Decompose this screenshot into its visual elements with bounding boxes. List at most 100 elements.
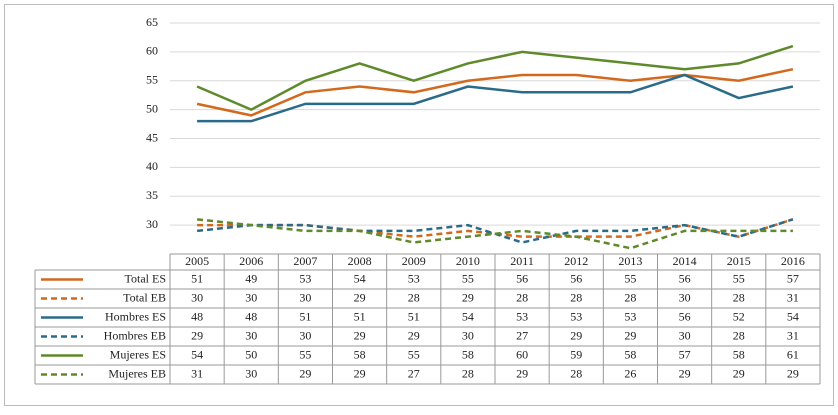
table-value: 30 bbox=[191, 290, 203, 304]
table-value: 29 bbox=[354, 328, 366, 342]
table-value: 58 bbox=[354, 347, 366, 361]
frame bbox=[4, 4, 834, 406]
table-value: 59 bbox=[570, 347, 582, 361]
x-tick-label: 2008 bbox=[348, 254, 372, 268]
x-tick-label: 2012 bbox=[564, 254, 588, 268]
x-tick-label: 2016 bbox=[781, 254, 805, 268]
y-tick-label: 35 bbox=[146, 188, 158, 202]
series-line bbox=[197, 73, 794, 123]
table-value: 31 bbox=[787, 290, 799, 304]
y-tick-label: 45 bbox=[146, 130, 158, 144]
table-value: 57 bbox=[679, 347, 691, 361]
table-value: 60 bbox=[516, 347, 528, 361]
table-value: 56 bbox=[679, 309, 691, 323]
legend-label: Hombres EB bbox=[104, 328, 166, 342]
table-value: 28 bbox=[462, 366, 474, 380]
x-tick-label: 2010 bbox=[456, 254, 480, 268]
table-value: 28 bbox=[733, 290, 745, 304]
legend-label: Total ES bbox=[125, 271, 167, 285]
table-value: 30 bbox=[245, 328, 257, 342]
table-value: 30 bbox=[245, 366, 257, 380]
table-value: 28 bbox=[624, 290, 636, 304]
table-value: 51 bbox=[408, 309, 420, 323]
table-value: 28 bbox=[516, 290, 528, 304]
table-value: 56 bbox=[570, 271, 582, 285]
x-tick-label: 2005 bbox=[185, 254, 209, 268]
x-tick-label: 2013 bbox=[618, 254, 642, 268]
table-value: 50 bbox=[245, 347, 257, 361]
table-value: 29 bbox=[624, 328, 636, 342]
table-value: 61 bbox=[787, 347, 799, 361]
table-value: 53 bbox=[516, 309, 528, 323]
table-value: 29 bbox=[354, 290, 366, 304]
legend-label: Hombres ES bbox=[105, 309, 166, 323]
table-value: 53 bbox=[570, 309, 582, 323]
table-value: 53 bbox=[624, 309, 636, 323]
table-value: 51 bbox=[191, 271, 203, 285]
table-value: 28 bbox=[570, 290, 582, 304]
legend-label: Mujeres EB bbox=[108, 366, 166, 380]
x-tick-label: 2011 bbox=[510, 254, 534, 268]
table-value: 57 bbox=[787, 271, 799, 285]
legend-label: Mujeres ES bbox=[110, 347, 166, 361]
table-value: 30 bbox=[245, 290, 257, 304]
table-value: 49 bbox=[245, 271, 257, 285]
y-tick-label: 65 bbox=[146, 15, 158, 29]
table-value: 54 bbox=[462, 309, 474, 323]
series-line bbox=[196, 218, 793, 250]
table-value: 30 bbox=[679, 290, 691, 304]
y-tick-label: 50 bbox=[146, 101, 158, 115]
x-tick-label: 2014 bbox=[673, 254, 697, 268]
table-value: 29 bbox=[191, 328, 203, 342]
table-value: 54 bbox=[787, 309, 799, 323]
table-value: 29 bbox=[733, 366, 745, 380]
table-value: 48 bbox=[191, 309, 203, 323]
table-value: 31 bbox=[191, 366, 203, 380]
y-tick-label: 60 bbox=[146, 44, 158, 58]
table-value: 51 bbox=[354, 309, 366, 323]
table-value: 30 bbox=[462, 328, 474, 342]
table-value: 29 bbox=[462, 290, 474, 304]
table-value: 29 bbox=[570, 328, 582, 342]
table-value: 51 bbox=[299, 309, 311, 323]
series-line bbox=[196, 44, 794, 112]
table-value: 27 bbox=[408, 366, 420, 380]
x-tick-label: 2009 bbox=[402, 254, 426, 268]
table-value: 52 bbox=[733, 309, 745, 323]
table-value: 29 bbox=[299, 366, 311, 380]
table-value: 28 bbox=[408, 290, 420, 304]
y-tick-label: 30 bbox=[146, 217, 158, 231]
table-value: 54 bbox=[354, 271, 366, 285]
table-value: 55 bbox=[299, 347, 311, 361]
table-value: 28 bbox=[570, 366, 582, 380]
table-value: 53 bbox=[408, 271, 420, 285]
y-tick-label: 40 bbox=[146, 159, 158, 173]
table-value: 29 bbox=[787, 366, 799, 380]
table-value: 54 bbox=[191, 347, 203, 361]
table-value: 56 bbox=[679, 271, 691, 285]
table-value: 55 bbox=[462, 271, 474, 285]
table-value: 55 bbox=[624, 271, 636, 285]
table-value: 29 bbox=[516, 366, 528, 380]
table-value: 30 bbox=[679, 328, 691, 342]
legend-label: Total EB bbox=[123, 290, 166, 304]
table-value: 29 bbox=[408, 328, 420, 342]
table-value: 28 bbox=[733, 328, 745, 342]
table-value: 27 bbox=[516, 328, 528, 342]
table-value: 30 bbox=[299, 328, 311, 342]
table-value: 58 bbox=[462, 347, 474, 361]
series-line bbox=[196, 67, 794, 117]
table-value: 55 bbox=[408, 347, 420, 361]
table-value: 48 bbox=[245, 309, 257, 323]
table-value: 58 bbox=[733, 347, 745, 361]
table-value: 53 bbox=[299, 271, 311, 285]
table-value: 26 bbox=[624, 366, 636, 380]
x-tick-label: 2006 bbox=[239, 254, 263, 268]
table-value: 31 bbox=[787, 328, 799, 342]
table-value: 30 bbox=[299, 290, 311, 304]
x-tick-label: 2007 bbox=[293, 254, 317, 268]
table-value: 55 bbox=[733, 271, 745, 285]
y-tick-label: 55 bbox=[146, 73, 158, 87]
table-value: 29 bbox=[679, 366, 691, 380]
